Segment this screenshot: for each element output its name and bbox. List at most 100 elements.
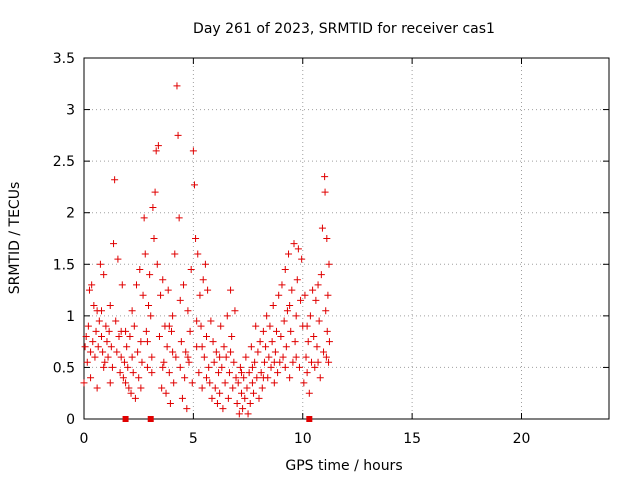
data-point	[318, 224, 326, 232]
data-point	[170, 379, 178, 387]
data-point	[268, 338, 276, 346]
data-point	[324, 291, 332, 299]
data-point	[159, 363, 167, 371]
data-point	[257, 369, 265, 377]
data-point	[145, 302, 153, 310]
data-point	[91, 353, 99, 361]
data-point	[263, 312, 271, 320]
data-point	[289, 358, 297, 366]
data-point	[150, 235, 158, 242]
data-point	[228, 332, 236, 340]
data-point	[247, 343, 255, 351]
data-point	[227, 286, 235, 294]
data-point	[246, 400, 254, 408]
x-tick-label: 10	[294, 431, 312, 447]
data-point	[322, 307, 330, 315]
data-point	[231, 307, 239, 315]
data-point	[223, 312, 231, 320]
data-point	[262, 343, 270, 351]
data-point	[166, 400, 174, 408]
y-tick-label: 2.5	[53, 154, 75, 170]
data-point	[173, 82, 181, 90]
data-point	[108, 363, 116, 371]
data-point	[280, 317, 288, 325]
data-point	[122, 379, 130, 387]
data-point	[189, 147, 197, 155]
data-point	[120, 358, 128, 366]
data-point	[297, 296, 305, 304]
data-point	[147, 312, 155, 320]
zero-value-marker	[147, 416, 154, 422]
data-point	[309, 286, 317, 294]
data-point	[218, 363, 226, 371]
data-point	[300, 379, 308, 387]
data-point	[106, 379, 114, 387]
data-point	[211, 384, 219, 392]
data-point	[325, 358, 333, 366]
data-point	[100, 363, 108, 371]
data-point	[117, 353, 125, 361]
data-point	[252, 322, 260, 330]
data-point	[198, 343, 206, 351]
data-point	[270, 358, 278, 366]
data-point	[196, 291, 204, 299]
data-point	[310, 332, 318, 340]
data-point	[119, 374, 127, 382]
data-point	[154, 142, 162, 150]
data-point	[198, 384, 206, 392]
data-point	[208, 394, 216, 402]
data-point	[236, 363, 244, 371]
axis-ticks: 0 0.5 1 1.5 2 2.5 3 3.5 0 5 10 15 20	[53, 51, 609, 447]
data-point	[165, 369, 173, 377]
data-point	[185, 358, 193, 366]
data-point	[245, 369, 253, 377]
data-point	[210, 358, 218, 366]
data-point	[100, 271, 108, 279]
data-point	[209, 338, 217, 346]
data-point	[99, 348, 107, 356]
data-point	[192, 235, 200, 242]
data-point	[303, 322, 311, 330]
data-point	[224, 394, 232, 402]
data-point	[316, 374, 324, 382]
data-point	[295, 363, 303, 371]
data-point	[103, 338, 111, 346]
data-point	[205, 363, 213, 371]
data-point	[184, 307, 192, 315]
data-point	[281, 363, 289, 371]
data-point	[106, 302, 114, 310]
data-point	[115, 332, 123, 340]
data-point	[207, 317, 215, 325]
data-point	[102, 322, 110, 330]
data-point	[293, 276, 301, 284]
data-point	[321, 188, 329, 196]
data-point	[83, 358, 91, 366]
data-point	[250, 389, 258, 397]
y-tick-label: 1.5	[53, 257, 75, 273]
data-point	[286, 374, 294, 382]
data-point	[241, 394, 249, 402]
zero-value-marker	[306, 416, 313, 422]
data-point	[182, 348, 190, 356]
data-point	[320, 348, 328, 356]
data-point	[160, 358, 168, 366]
data-point	[169, 348, 177, 356]
data-point	[87, 374, 95, 382]
data-point	[126, 332, 134, 340]
data-point	[175, 214, 183, 222]
data-point	[88, 281, 96, 289]
data-point	[98, 307, 105, 315]
data-point	[105, 327, 113, 335]
data-point	[235, 410, 243, 418]
data-point	[112, 317, 120, 325]
data-point	[219, 405, 227, 413]
data-point	[183, 405, 191, 413]
data-point	[178, 394, 186, 402]
data-point	[217, 322, 225, 330]
data-point	[139, 291, 147, 299]
data-point	[125, 384, 133, 392]
data-point	[225, 369, 233, 377]
data-point	[248, 363, 256, 371]
data-point	[221, 379, 229, 387]
